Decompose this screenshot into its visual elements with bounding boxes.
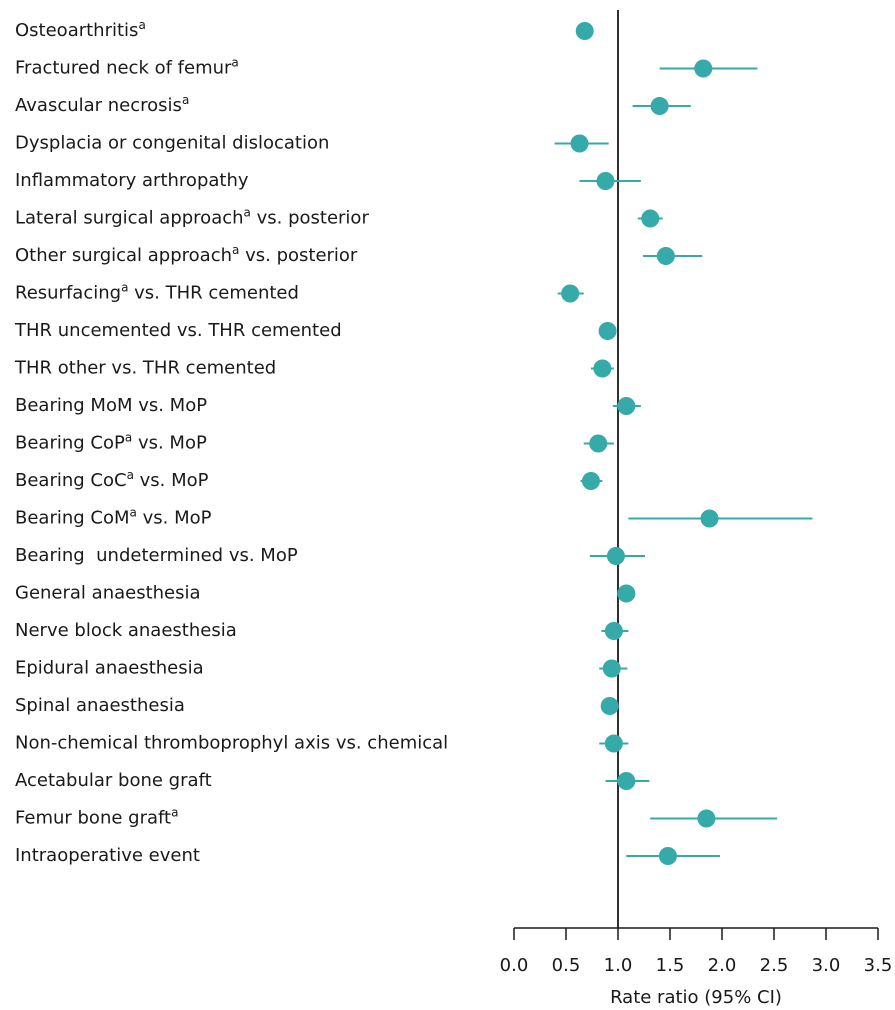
row-label: THR uncemented vs. THR cemented (14, 320, 342, 341)
label-text: vs. THR cemented (128, 283, 299, 304)
row-label: Inflammatory arthropathy (15, 170, 249, 191)
label-text: Spinal anaesthesia (15, 695, 185, 716)
point (658, 847, 677, 865)
row-label: Bearing MoM vs. MoP (15, 395, 207, 416)
label-text: Nerve block anaesthesia (15, 620, 237, 641)
row-label: Nerve block anaesthesia (15, 620, 237, 641)
row-label: General anaesthesia (15, 583, 201, 604)
label-text: vs. MoP (137, 508, 212, 529)
label-text: vs. MoP (132, 433, 207, 454)
footnote-marker: a (232, 243, 239, 257)
point (589, 434, 608, 453)
label-text: Other surgical approach (15, 245, 232, 266)
footnote-marker: a (138, 18, 145, 32)
row-label: THR other vs. THR cemented (14, 358, 276, 379)
label-text: THR other vs. THR cemented (14, 358, 276, 379)
label-text: Acetabular bone graft (15, 770, 212, 791)
point (694, 59, 713, 78)
label-text: vs. MoP (134, 470, 209, 491)
label-text: Lateral surgical approach (15, 208, 244, 229)
row-label: Bearing undetermined vs. MoP (15, 545, 298, 566)
label-text: Bearing MoM vs. MoP (15, 395, 207, 416)
row-label: Acetabular bone graft (15, 770, 212, 791)
label-text: Femur bone graft (15, 808, 171, 829)
row-label: Other surgical approacha vs. posterior (15, 243, 358, 267)
label-text: Epidural anaesthesia (15, 658, 204, 679)
point (575, 22, 594, 40)
point (700, 509, 719, 528)
x-tick-label: 3.0 (812, 955, 841, 976)
footnote-marker: a (244, 205, 251, 219)
label-text: Resurfacing (15, 283, 121, 304)
point (598, 322, 617, 340)
point (593, 359, 612, 378)
row-label: Epidural anaesthesia (15, 658, 204, 679)
footnote-marker: a (130, 505, 137, 519)
row-label: Intraoperative event (15, 845, 200, 866)
x-tick-label: 2.5 (760, 955, 789, 976)
label-text: Bearing CoP (15, 433, 125, 454)
label-text: vs. posterior (251, 208, 370, 229)
point (617, 584, 636, 603)
label-text: Bearing CoM (15, 508, 130, 529)
x-tick-label: 0.5 (552, 955, 581, 976)
row-label: Resurfacinga vs. THR cemented (15, 280, 299, 304)
point (697, 809, 716, 828)
row-label: Osteoarthritisa (15, 18, 146, 42)
row-label: Bearing CoMa vs. MoP (15, 505, 212, 529)
footnote-marker: a (182, 93, 189, 107)
label-text: Inflammatory arthropathy (15, 170, 249, 191)
row-label: Non-chemical thromboprophyl axis vs. che… (15, 733, 448, 754)
x-axis-label: Rate ratio (95% CI) (610, 987, 782, 1008)
point (606, 547, 625, 565)
footnote-marker: a (171, 805, 178, 819)
label-text: Osteoarthritis (15, 20, 138, 41)
point (561, 284, 580, 303)
point (596, 172, 615, 190)
x-tick-label: 1.5 (656, 955, 685, 976)
label-text: Intraoperative event (15, 845, 200, 866)
footnote-marker: a (125, 430, 132, 444)
point (602, 659, 621, 678)
point (570, 134, 589, 153)
point (604, 734, 623, 753)
x-tick-label: 2.0 (708, 955, 737, 976)
x-tick-label: 0.0 (500, 955, 529, 976)
row-label: Lateral surgical approacha vs. posterior (15, 205, 369, 229)
label-text: THR uncemented vs. THR cemented (14, 320, 342, 341)
label-text: vs. posterior (239, 245, 358, 266)
row-label: Fractured neck of femura (15, 55, 239, 79)
label-text: Avascular necrosis (15, 95, 182, 116)
row-label: Avascular necrosisa (15, 93, 189, 117)
point (600, 697, 619, 715)
point (617, 397, 636, 415)
label-text: Non-chemical thromboprophyl axis vs. che… (15, 733, 448, 754)
row-label: Dysplacia or congenital dislocation (15, 133, 329, 154)
label-text: Fractured neck of femur (15, 58, 232, 79)
point (641, 209, 660, 228)
row-label: Bearing CoCa vs. MoP (15, 468, 209, 492)
label-text: Bearing undetermined vs. MoP (15, 545, 298, 566)
row-label: Bearing CoPa vs. MoP (15, 430, 207, 454)
footnote-marker: a (127, 468, 134, 482)
point (656, 247, 675, 265)
point (650, 97, 669, 115)
footnote-marker: a (231, 55, 238, 69)
point (581, 472, 600, 490)
label-text: Dysplacia or congenital dislocation (15, 133, 329, 154)
point (617, 772, 636, 790)
point (604, 622, 623, 640)
row-label: Femur bone grafta (15, 805, 178, 829)
footnote-marker: a (121, 280, 128, 294)
x-tick-label: 3.5 (864, 955, 893, 976)
label-text: General anaesthesia (15, 583, 201, 604)
x-tick-label: 1.0 (604, 955, 633, 976)
row-label: Spinal anaesthesia (15, 695, 185, 716)
label-text: Bearing CoC (15, 470, 127, 491)
